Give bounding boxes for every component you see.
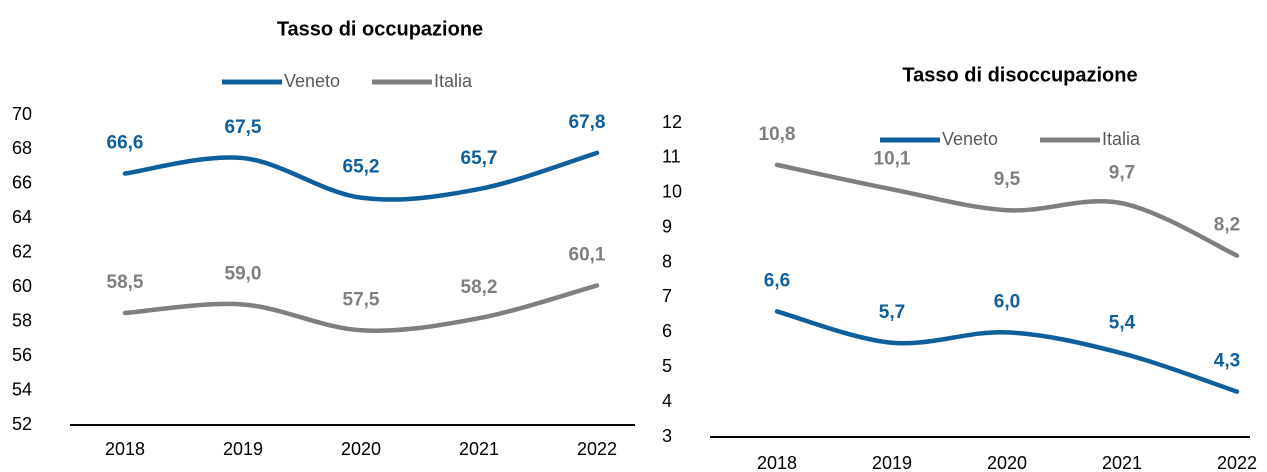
data-label: 9,7: [1109, 162, 1135, 183]
y-tick-label: 52: [12, 414, 32, 434]
x-tick-label: 2022: [577, 439, 617, 459]
x-tick-label: 2021: [1102, 453, 1142, 472]
y-tick-label: 10: [662, 182, 682, 202]
y-tick-label: 3: [662, 426, 672, 446]
y-tick-label: 62: [12, 242, 32, 262]
data-label: 8,2: [1214, 215, 1240, 236]
data-label: 67,5: [225, 117, 262, 138]
data-label: 60,1: [569, 245, 606, 266]
line: [774, 309, 1240, 394]
data-label: 57,5: [343, 289, 380, 310]
data-label: 6,6: [764, 270, 790, 291]
y-tick-label: 54: [12, 379, 32, 399]
y-tick-label: 5: [662, 356, 672, 376]
line: [122, 283, 600, 333]
y-tick-label: 68: [12, 138, 32, 158]
y-tick-label: 12: [662, 112, 682, 132]
data-label: 65,7: [461, 148, 498, 169]
chart-title: Tasso di occupazione: [277, 18, 483, 40]
y-tick-label: 70: [12, 104, 32, 124]
legend-label: Veneto: [284, 71, 340, 91]
x-tick-label: 2022: [1217, 453, 1257, 472]
x-tick-label: 2018: [105, 439, 145, 459]
y-tick-label: 60: [12, 276, 32, 296]
data-label: 10,8: [759, 124, 796, 145]
x-tick-label: 2019: [223, 439, 263, 459]
legend-label: Italia: [1102, 129, 1141, 149]
data-label: 5,7: [879, 302, 905, 323]
x-tick-label: 2020: [987, 453, 1027, 472]
y-tick-label: 7: [662, 286, 672, 306]
line: [122, 150, 600, 202]
y-tick-label: 64: [12, 207, 32, 227]
data-label: 67,8: [569, 112, 606, 133]
data-label: 59,0: [225, 263, 262, 284]
data-label: 5,4: [1109, 312, 1136, 333]
y-tick-label: 8: [662, 251, 672, 271]
x-tick-label: 2018: [757, 453, 797, 472]
data-label: 58,2: [461, 277, 498, 298]
y-tick-label: 9: [662, 216, 672, 236]
data-label: 4,3: [1214, 351, 1240, 372]
chart-title: Tasso di disoccupazione: [902, 64, 1137, 86]
y-tick-label: 6: [662, 321, 672, 341]
line: [774, 162, 1240, 258]
legend-label: Italia: [434, 71, 473, 91]
x-tick-label: 2020: [341, 439, 381, 459]
legend-label: Veneto: [942, 129, 998, 149]
x-tick-label: 2019: [872, 453, 912, 472]
y-tick-label: 11: [662, 147, 681, 167]
data-label: 9,5: [994, 169, 1021, 190]
data-label: 10,1: [874, 148, 911, 169]
data-label: 65,2: [343, 157, 380, 178]
y-tick-label: 56: [12, 345, 32, 365]
y-tick-label: 58: [12, 310, 32, 330]
y-tick-label: 4: [662, 391, 672, 411]
data-label: 66,6: [107, 133, 144, 154]
data-label: 6,0: [994, 291, 1020, 312]
data-label: 58,5: [107, 272, 144, 293]
x-tick-label: 2021: [459, 439, 499, 459]
y-tick-label: 66: [12, 173, 32, 193]
